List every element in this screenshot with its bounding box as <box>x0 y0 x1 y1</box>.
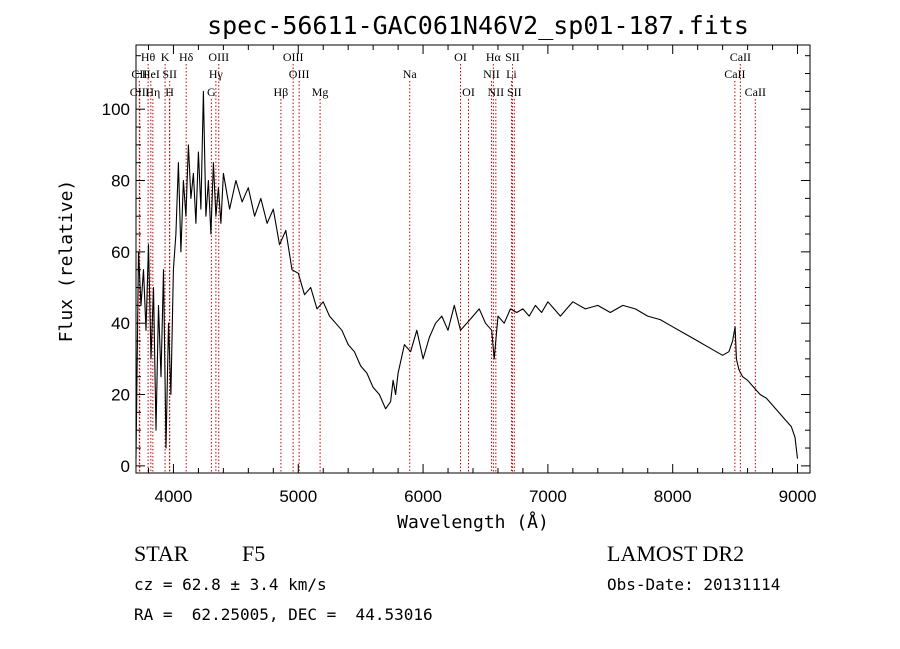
y-axis-label: Flux (relative) <box>56 180 77 343</box>
spectral-line-label: Mg <box>312 85 329 99</box>
y-axis: 0 20 40 60 80 100 <box>102 55 810 476</box>
spectral-line-label: NII <box>483 67 500 81</box>
x-tick-label: 8000 <box>654 487 692 506</box>
spectral-line-label: SII <box>162 67 177 81</box>
spectral-line-label: CaII <box>745 85 766 99</box>
object-subclass: F5 <box>242 541 266 566</box>
redshift-velocity: cz = 62.8 ± 3.4 km/s <box>134 575 327 594</box>
object-class: STAR <box>134 541 189 566</box>
spectral-line-label: SII <box>505 50 520 64</box>
spectral-line-label: Hβ <box>274 85 289 99</box>
x-tick-label: 6000 <box>404 487 442 506</box>
spectral-line-label: CIII <box>130 85 150 99</box>
spectral-line-label: OI <box>462 85 475 99</box>
y-tick-label: 0 <box>121 457 130 476</box>
spectral-line-label: K <box>161 50 170 64</box>
y-tick-label: 100 <box>102 100 130 119</box>
spectral-line-label: Hθ <box>141 50 156 64</box>
spectral-line-label: OIII <box>208 50 229 64</box>
spectral-line-label: OI <box>454 50 467 64</box>
spectral-line-label: CaII <box>730 50 751 64</box>
spectral-line-label: Na <box>403 67 418 81</box>
spectral-line-label: SII <box>507 85 522 99</box>
spectrum-line <box>135 90 799 459</box>
chart-title: spec-56611-GAC061N46V2_sp01-187.fits <box>207 11 749 40</box>
x-tick-label: 9000 <box>779 487 817 506</box>
spectral-line-label: G <box>207 85 216 99</box>
spectral-line-label: NII <box>488 85 505 99</box>
x-tick-label: 7000 <box>529 487 567 506</box>
spectral-line-markers <box>138 64 756 473</box>
spectral-line-label: CaII <box>724 67 745 81</box>
sky-coordinates: RA = 62.25005, DEC = 44.53016 <box>134 605 433 624</box>
spectral-line-label: Hδ <box>179 50 194 64</box>
x-axis: 4000 5000 6000 7000 8000 9000 <box>147 45 817 506</box>
spectral-line-label: Hα <box>486 50 502 64</box>
spectral-line-label: Hγ <box>209 67 224 81</box>
plot-frame <box>135 44 811 474</box>
spectral-line-label: H <box>165 85 174 99</box>
survey-name: LAMOST DR2 <box>607 541 745 566</box>
spectral-line-label: OIII <box>283 50 304 64</box>
y-tick-label: 80 <box>111 172 130 191</box>
spectral-line-label: Hη <box>145 85 160 99</box>
y-tick-label: 40 <box>111 314 130 333</box>
x-tick-label: 4000 <box>155 487 193 506</box>
observation-date: Obs-Date: 20131114 <box>607 575 781 594</box>
spectral-line-label: OIII <box>289 67 310 81</box>
y-tick-label: 20 <box>111 386 130 405</box>
spectral-line-label: HeI <box>142 67 160 81</box>
x-axis-label: Wavelength (Å) <box>397 511 549 533</box>
x-tick-label: 5000 <box>279 487 317 506</box>
y-tick-label: 60 <box>111 243 130 262</box>
spectral-line-label: Li <box>506 67 517 81</box>
